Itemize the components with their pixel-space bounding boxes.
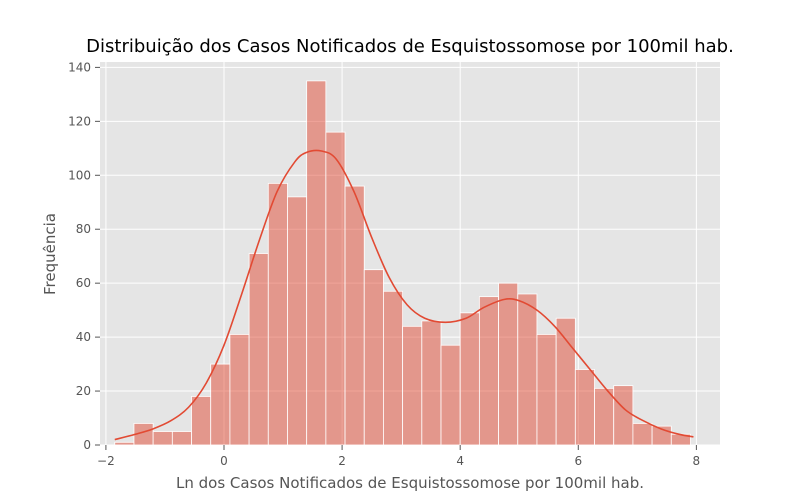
histogram-bar: [440, 344, 461, 446]
x-tick-label: 8: [693, 454, 701, 468]
histogram-bar: [478, 296, 499, 446]
histogram-bar: [363, 269, 384, 446]
x-axis-ticks: −2 0 2 4 6 8: [97, 445, 700, 468]
histogram-bar: [555, 317, 576, 446]
histogram-bar: [383, 290, 404, 446]
histogram-bar: [613, 385, 634, 446]
x-tick-label: 2: [338, 454, 346, 468]
histogram-bar: [191, 396, 212, 446]
y-tick-label: 100: [68, 168, 91, 182]
histogram-bar: [248, 253, 269, 446]
histogram-bar: [287, 196, 308, 446]
x-tick-label: −2: [97, 454, 115, 468]
y-tick-label: 0: [83, 438, 91, 452]
y-tick-label: 140: [68, 60, 91, 74]
y-axis-ticks: 0 20 40 60 80 100 120 140: [68, 60, 100, 452]
chart-title: Distribuição dos Casos Notificados de Es…: [86, 36, 734, 57]
x-tick-label: 6: [574, 454, 582, 468]
histogram-bar: [152, 431, 173, 446]
y-tick-label: 20: [76, 384, 91, 398]
histogram-bar: [229, 334, 250, 446]
histogram-bar: [171, 431, 192, 446]
histogram-bars: [114, 80, 691, 446]
histogram-bar: [536, 334, 557, 446]
kde-curve: [114, 149, 694, 441]
histogram-bar: [325, 131, 346, 446]
histogram-bar: [267, 182, 288, 446]
histogram-bar: [210, 363, 231, 446]
histogram-bar: [459, 312, 480, 446]
histogram-bar: [306, 80, 327, 446]
y-tick-label: 120: [68, 114, 91, 128]
histogram-bar: [421, 320, 442, 446]
x-tick-label: 4: [456, 454, 464, 468]
y-axis-label: Frequência: [41, 213, 59, 295]
x-tick-label: 0: [220, 454, 228, 468]
x-axis-label: Ln dos Casos Notificados de Esquistossom…: [176, 474, 644, 492]
y-tick-label: 60: [76, 276, 91, 290]
histogram-bar: [344, 185, 365, 446]
histogram-bar: [517, 293, 538, 446]
histogram-bar: [498, 282, 519, 446]
y-tick-label: 40: [76, 330, 91, 344]
histogram-bar: [114, 441, 135, 446]
histogram-bar: [632, 423, 653, 446]
histogram-bar: [574, 369, 595, 446]
histogram-bar: [402, 325, 423, 446]
histogram-bar: [594, 387, 615, 446]
y-tick-label: 80: [76, 222, 91, 236]
